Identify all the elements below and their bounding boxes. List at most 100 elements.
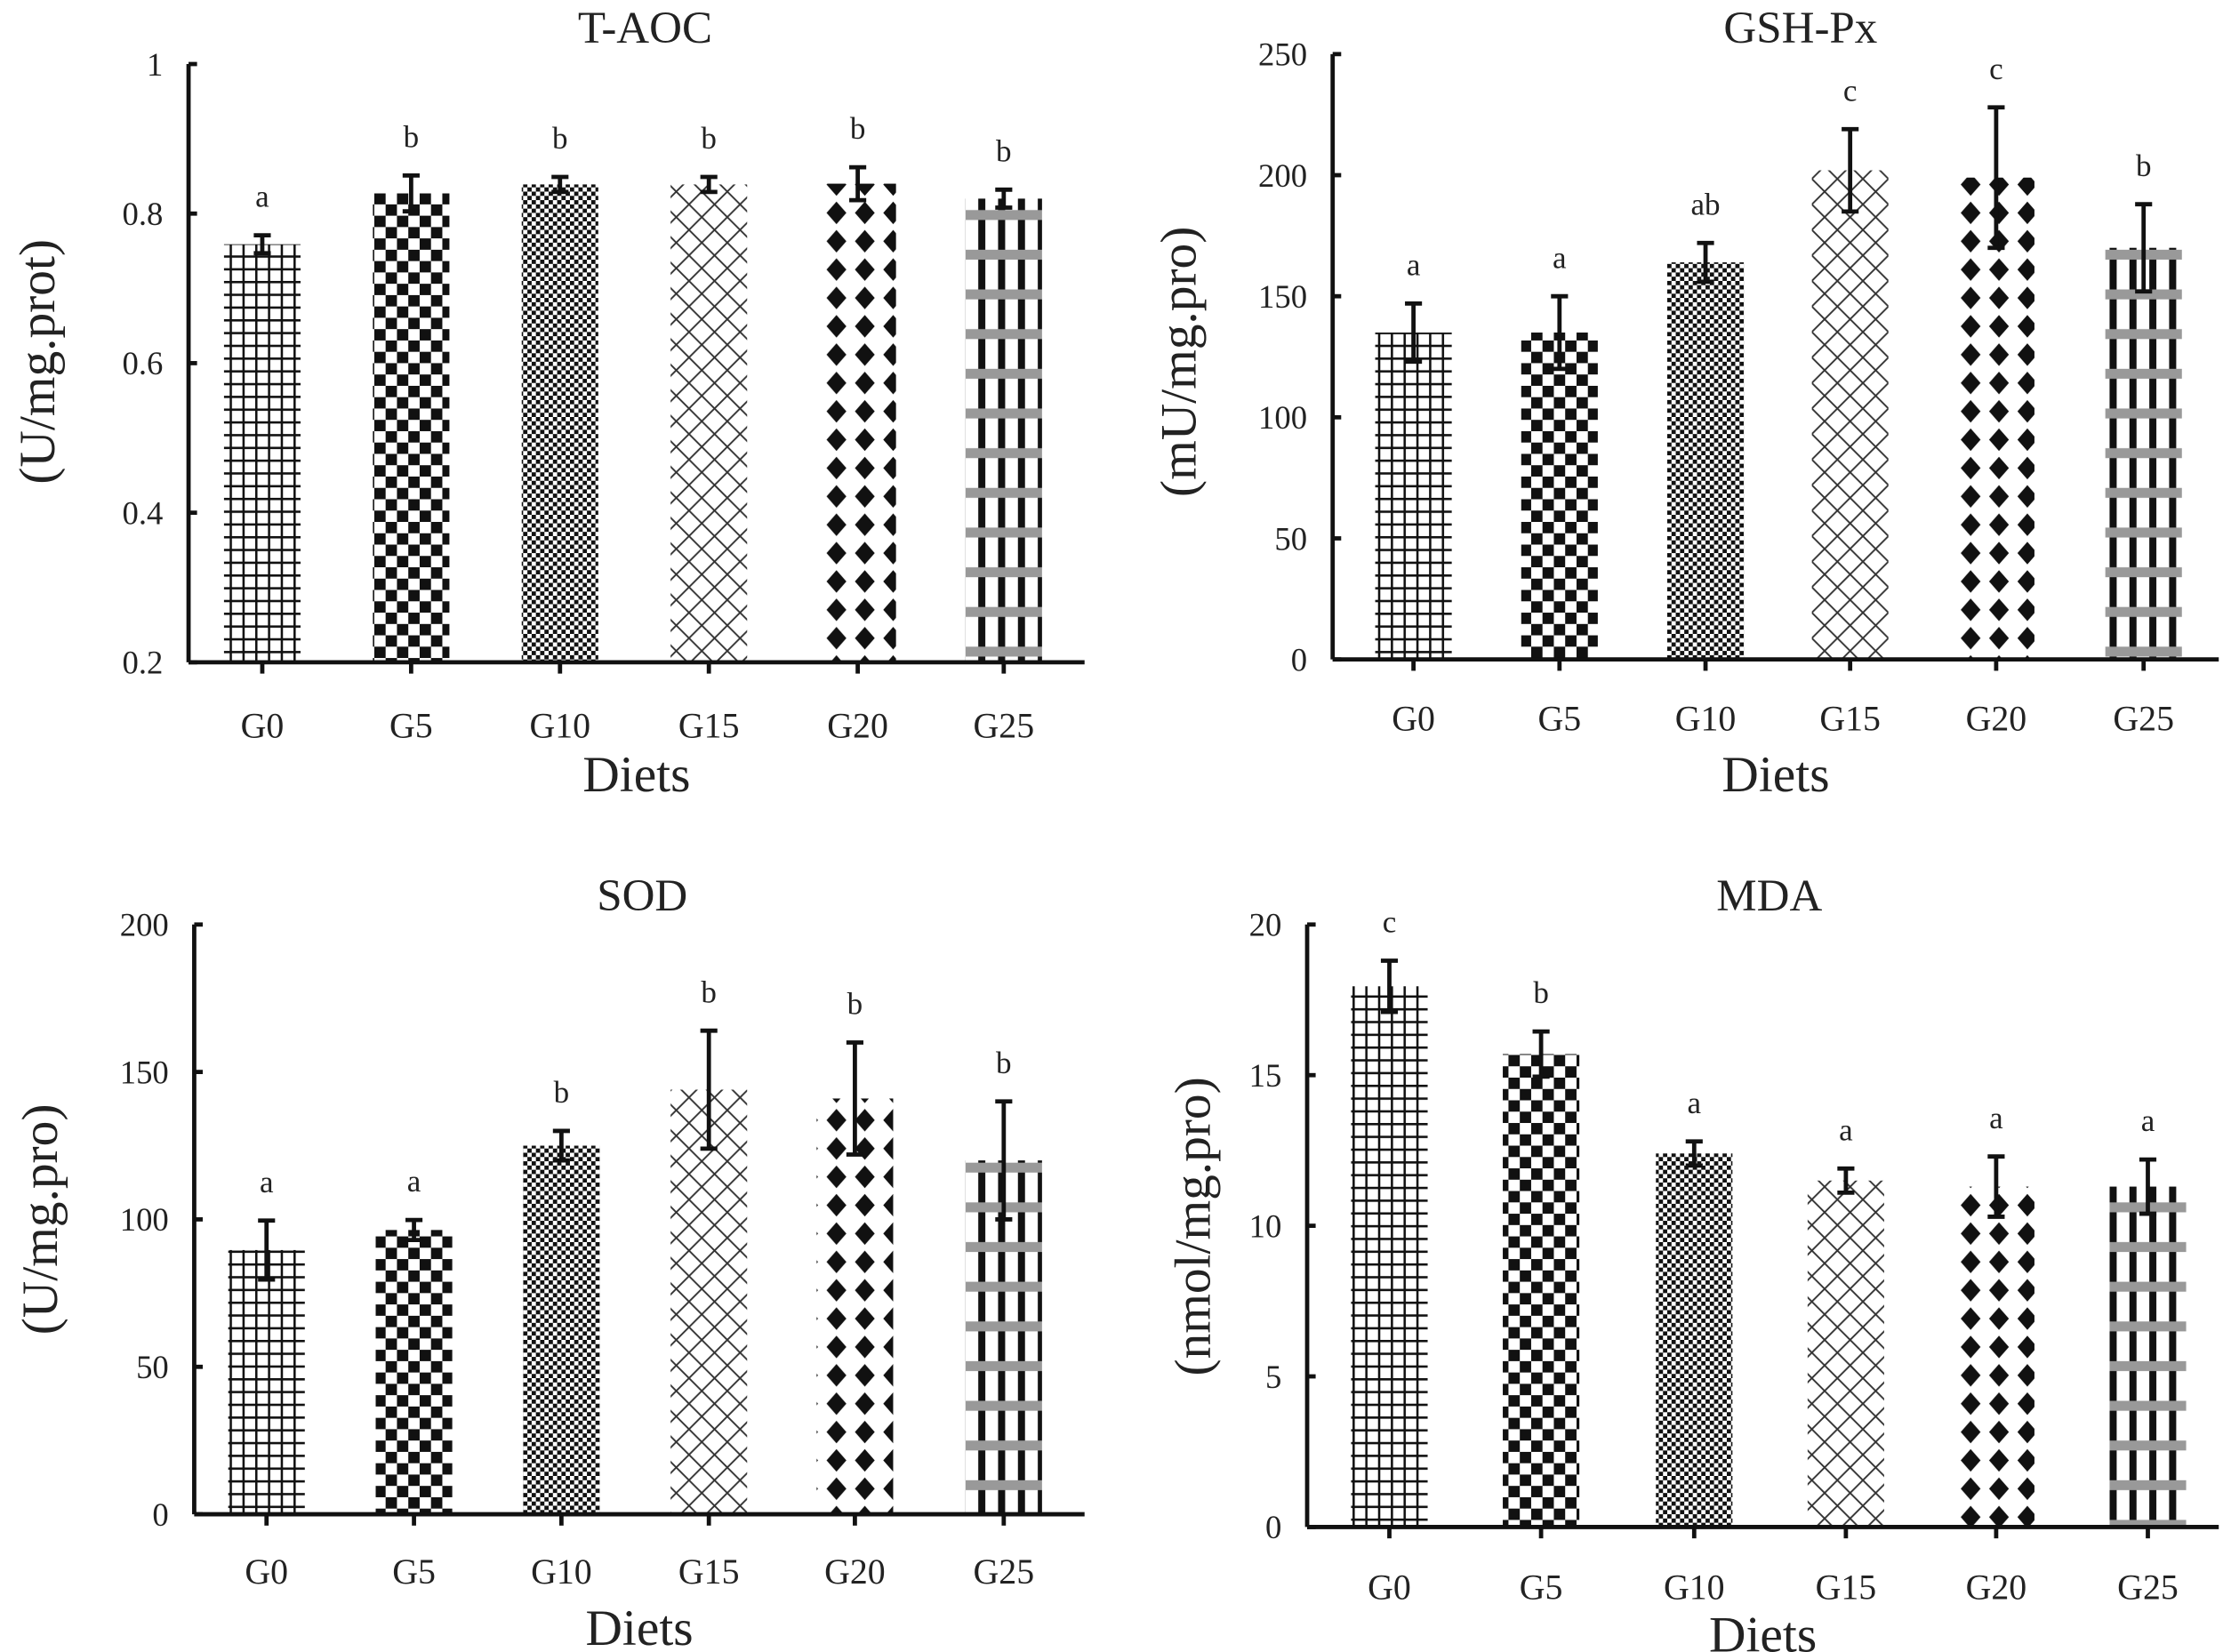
- significance-label: b: [404, 119, 420, 154]
- chart-panel-mda: 0 5 10 15 20 G0 c G5 b G10 a G15 a G20 a G25 a MDA Diets (n…: [1165, 871, 2219, 1652]
- bar-g10: [1667, 262, 1745, 660]
- chart-panel-gsh-px: 0 50 100 150 200 250 G0 a G5 a G10 ab G15 c G20 c G25 b GS…: [1151, 4, 2219, 803]
- significance-label: b: [552, 121, 568, 156]
- bar-g0: [1351, 986, 1428, 1528]
- significance-label: a: [260, 1165, 274, 1199]
- bar-g10: [1656, 1153, 1733, 1528]
- y-tick-label: 250: [1258, 36, 1307, 73]
- y-axis-label: (U/mg.prot): [10, 239, 66, 485]
- error-bar: [1987, 1154, 2005, 1219]
- y-axis-label: (mU/mg.pro): [1151, 227, 1207, 497]
- error-bar: [1551, 293, 1569, 372]
- significance-label: b: [850, 111, 866, 146]
- x-tick-label: G0: [1368, 1568, 1411, 1608]
- chart-panel-sod: 0 50 100 150 200 G0 a G5 a G10 b G15 b G20 b G25 b SOD Die…: [12, 871, 1085, 1652]
- error-bar: [1987, 105, 2005, 251]
- bar-g10: [523, 1145, 600, 1515]
- x-tick-label: G5: [1520, 1568, 1563, 1608]
- bar-g20: [816, 1098, 894, 1515]
- bar-g0: [223, 244, 301, 662]
- y-tick-label: 0.8: [123, 196, 164, 232]
- x-tick-label: G20: [1966, 698, 2027, 738]
- significance-label: b: [2136, 148, 2152, 183]
- x-tick-label: G5: [392, 1552, 436, 1592]
- y-tick-label: 0: [1291, 641, 1307, 678]
- y-tick-label: 50: [1274, 520, 1307, 557]
- error-bar: [551, 174, 569, 195]
- x-tick-label: G15: [1816, 1568, 1877, 1608]
- x-tick-label: G0: [241, 705, 285, 745]
- x-tick-label: G25: [2117, 1568, 2179, 1608]
- bar-g25: [965, 198, 1042, 662]
- chart-title: T-AOC: [578, 4, 712, 53]
- error-bar: [1837, 1166, 1855, 1195]
- significance-label: b: [996, 133, 1012, 168]
- significance-label: ab: [1691, 187, 1721, 221]
- x-tick-label: G25: [2113, 698, 2174, 738]
- significance-label: a: [1553, 240, 1567, 275]
- significance-label: a: [407, 1164, 421, 1199]
- y-tick-label: 20: [1249, 907, 1282, 943]
- y-tick-label: 0.6: [123, 345, 164, 381]
- y-tick-label: 150: [1258, 278, 1307, 315]
- error-bar: [1380, 958, 1399, 1014]
- significance-label: b: [554, 1075, 570, 1110]
- significance-label: c: [1989, 52, 2003, 86]
- significance-label: c: [1383, 905, 1397, 940]
- x-axis-label: Diets: [1721, 747, 1829, 803]
- error-bar: [995, 187, 1013, 210]
- error-bar: [995, 1099, 1013, 1222]
- x-tick-label: G20: [1966, 1568, 2027, 1608]
- significance-label: a: [1407, 247, 1421, 282]
- y-tick-label: 1: [147, 46, 163, 83]
- y-tick-label: 200: [1258, 157, 1307, 194]
- bar-g25: [2109, 1186, 2187, 1528]
- bar-g5: [1503, 1054, 1580, 1528]
- bar-g5: [1521, 333, 1598, 660]
- bar-g15: [1807, 1180, 1884, 1528]
- x-axis-label: Diets: [582, 747, 690, 803]
- y-tick-label: 5: [1265, 1359, 1281, 1395]
- x-tick-label: G20: [824, 1552, 886, 1592]
- error-bar: [700, 1028, 718, 1151]
- bar-g0: [228, 1249, 305, 1515]
- y-tick-label: 10: [1249, 1207, 1282, 1244]
- x-tick-label: G15: [678, 1552, 740, 1592]
- x-tick-label: G0: [1392, 698, 1435, 738]
- y-axis-label: (nmol/mg.pro): [1165, 1077, 1221, 1375]
- error-bar: [405, 1217, 423, 1243]
- y-tick-label: 15: [1249, 1057, 1282, 1094]
- significance-label: a: [2141, 1103, 2155, 1138]
- significance-label: a: [1688, 1086, 1702, 1120]
- significance-label: b: [996, 1046, 1012, 1080]
- error-bar: [1532, 1029, 1550, 1079]
- x-tick-label: G15: [1819, 698, 1881, 738]
- x-tick-label: G5: [389, 705, 433, 745]
- error-bar: [700, 174, 718, 195]
- chart-title: SOD: [597, 871, 687, 921]
- x-tick-label: G10: [1675, 698, 1737, 738]
- x-tick-label: G25: [974, 1552, 1035, 1592]
- bar-g20: [1957, 177, 2034, 660]
- x-tick-label: G20: [827, 705, 888, 745]
- x-tick-label: G25: [974, 705, 1035, 745]
- x-tick-label: G10: [529, 705, 590, 745]
- bar-g20: [819, 183, 896, 662]
- y-tick-label: 100: [1258, 399, 1307, 436]
- significance-label: a: [255, 180, 269, 214]
- bar-g15: [670, 184, 748, 662]
- chart-panel-t-aoc: 0.2 0.4 0.6 0.8 1 G0 a G5 b G10 b G15 b G20 b G25 b T-AOC…: [10, 4, 1085, 803]
- y-tick-label: 0: [1265, 1509, 1281, 1545]
- y-tick-label: 200: [120, 907, 169, 943]
- significance-label: c: [1843, 73, 1858, 108]
- significance-label: a: [1839, 1112, 1853, 1147]
- error-bar: [1697, 240, 1714, 285]
- y-tick-label: 0: [152, 1496, 168, 1533]
- error-bar: [1405, 301, 1423, 365]
- bar-g15: [1811, 170, 1889, 660]
- chart-title: GSH-Px: [1723, 4, 1877, 53]
- significance-label: b: [701, 974, 717, 1009]
- bar-g5: [373, 193, 450, 662]
- bar-g20: [1957, 1186, 2034, 1528]
